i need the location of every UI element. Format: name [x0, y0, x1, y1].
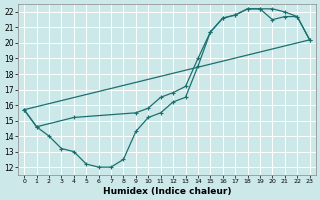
X-axis label: Humidex (Indice chaleur): Humidex (Indice chaleur): [103, 187, 231, 196]
